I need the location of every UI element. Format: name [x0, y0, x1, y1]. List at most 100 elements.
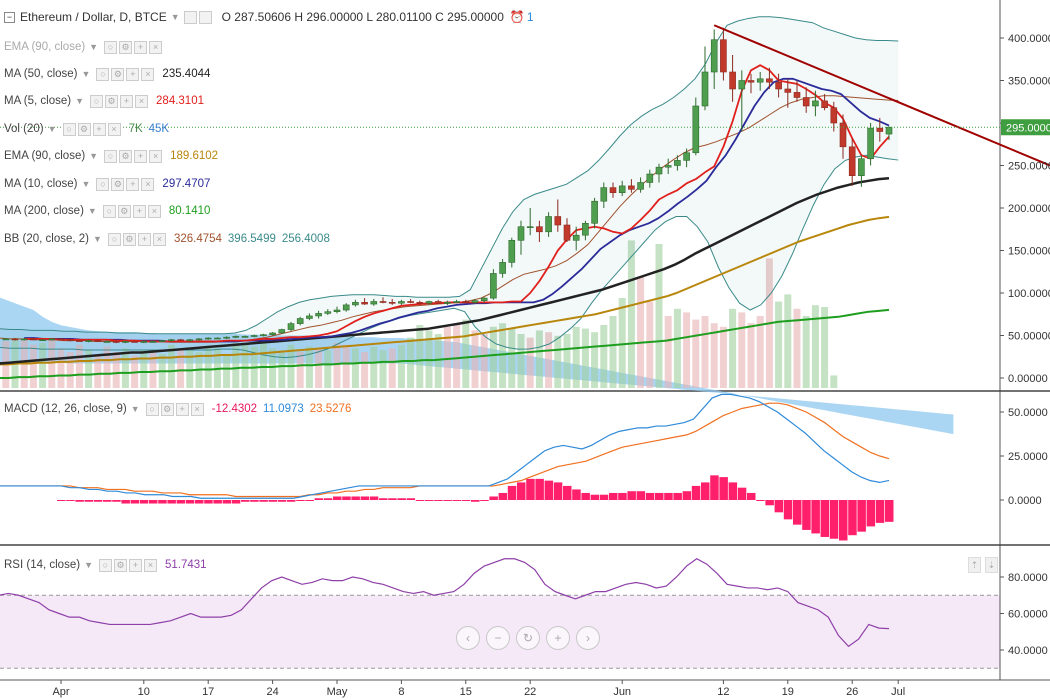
- symbol-title[interactable]: Ethereum / Dollar, D, BTCE: [20, 10, 167, 24]
- indicator-controls[interactable]: ○ ⚙ + ×: [104, 149, 163, 163]
- indicator-controls[interactable]: ○ ⚙ + ×: [62, 122, 121, 136]
- close-icon[interactable]: ×: [141, 177, 155, 191]
- indicator-label[interactable]: EMA (90, close): [4, 150, 86, 162]
- add-icon[interactable]: +: [134, 149, 148, 163]
- scroll-right-button[interactable]: ›: [576, 626, 600, 650]
- legend-row[interactable]: MA (50, close) ▼ ○ ⚙ + × 235.4044: [4, 65, 216, 83]
- indicator-label[interactable]: EMA (90, close): [4, 41, 86, 53]
- legend-row[interactable]: Vol (20) ▼ ○ ⚙ + × 7K 45K: [4, 120, 175, 138]
- indicator-controls[interactable]: ○ ⚙ + ×: [102, 204, 161, 218]
- legend-row[interactable]: EMA (90, close) ▼ ○ ⚙ + × 189.6102: [4, 147, 224, 165]
- indicator-label[interactable]: MA (200, close): [4, 205, 84, 217]
- indicator-label[interactable]: MA (5, close): [4, 95, 72, 107]
- indicator-controls[interactable]: ○ ⚙ + ×: [90, 94, 149, 108]
- close-icon[interactable]: ×: [135, 94, 149, 108]
- close-icon[interactable]: ×: [147, 204, 161, 218]
- indicator-label[interactable]: BB (20, close, 2): [4, 233, 90, 245]
- eye-icon[interactable]: ○: [145, 402, 159, 416]
- add-icon[interactable]: +: [132, 204, 146, 218]
- volume-bar: [719, 326, 727, 388]
- add-icon[interactable]: +: [128, 558, 142, 572]
- chevron-down-icon[interactable]: ▼: [170, 12, 180, 22]
- eye-icon[interactable]: [183, 10, 197, 24]
- chevron-down-icon[interactable]: ▼: [130, 404, 140, 414]
- indicator-label[interactable]: MACD (12, 26, close, 9): [4, 403, 127, 415]
- add-icon[interactable]: +: [137, 232, 151, 246]
- chevron-down-icon[interactable]: ▼: [89, 42, 99, 52]
- legend-row[interactable]: RSI (14, close) ▼ ○ ⚙ + × 51.7431: [4, 556, 213, 574]
- add-icon[interactable]: +: [175, 402, 189, 416]
- add-icon[interactable]: +: [126, 177, 140, 191]
- reset-chart-button[interactable]: ↻: [516, 626, 540, 650]
- add-icon[interactable]: +: [92, 122, 106, 136]
- settings-icon[interactable]: ⚙: [122, 232, 136, 246]
- chevron-down-icon[interactable]: ▼: [81, 69, 91, 79]
- chevron-down-icon[interactable]: ▼: [81, 179, 91, 189]
- legend-row[interactable]: MA (5, close) ▼ ○ ⚙ + × 284.3101: [4, 92, 210, 110]
- macd-histogram-bar: [351, 496, 360, 500]
- settings-icon[interactable]: ⚙: [119, 40, 133, 54]
- close-icon[interactable]: ×: [149, 40, 163, 54]
- series-controls[interactable]: [183, 10, 212, 24]
- add-icon[interactable]: +: [134, 40, 148, 54]
- indicator-label[interactable]: MA (50, close): [4, 68, 78, 80]
- collapse-icon[interactable]: −: [4, 11, 15, 23]
- close-icon[interactable]: ×: [149, 149, 163, 163]
- chevron-down-icon[interactable]: ▼: [93, 234, 102, 244]
- settings-icon[interactable]: [198, 10, 212, 24]
- eye-icon[interactable]: ○: [102, 204, 116, 218]
- eye-icon[interactable]: ○: [104, 40, 118, 54]
- eye-icon[interactable]: ○: [62, 122, 76, 136]
- settings-icon[interactable]: ⚙: [111, 67, 125, 81]
- settings-icon[interactable]: ⚙: [117, 204, 131, 218]
- legend-row[interactable]: BB (20, close, 2) ▼ ○ ⚙ + × 326.4754 396.5499 25…: [4, 230, 336, 248]
- eye-icon[interactable]: ○: [96, 177, 110, 191]
- scroll-left-button[interactable]: ‹: [456, 626, 480, 650]
- settings-icon[interactable]: ⚙: [113, 558, 127, 572]
- eye-icon[interactable]: ○: [107, 232, 121, 246]
- eye-icon[interactable]: ○: [104, 149, 118, 163]
- indicator-controls[interactable]: ○ ⚙ + ×: [96, 177, 155, 191]
- close-icon[interactable]: ×: [190, 402, 204, 416]
- indicator-controls[interactable]: ○ ⚙ + ×: [98, 558, 157, 572]
- macd-histogram-bar: [222, 500, 232, 504]
- chevron-down-icon[interactable]: ▼: [47, 124, 57, 134]
- minimize-pane-button[interactable]: ⇣: [985, 557, 998, 573]
- chevron-down-icon[interactable]: ▼: [87, 206, 97, 216]
- indicator-label[interactable]: RSI (14, close): [4, 559, 81, 571]
- eye-icon[interactable]: ○: [90, 94, 104, 108]
- close-icon[interactable]: ×: [141, 67, 155, 81]
- zoom-in-button[interactable]: +: [546, 626, 570, 650]
- maximize-pane-button[interactable]: ⇡: [968, 557, 981, 573]
- chevron-down-icon[interactable]: ▼: [84, 560, 93, 570]
- chevron-down-icon[interactable]: ▼: [89, 151, 99, 161]
- zoom-out-button[interactable]: −: [486, 626, 510, 650]
- legend-row[interactable]: MACD (12, 26, close, 9) ▼ ○ ⚙ + × -12.4302 11.0…: [4, 400, 357, 418]
- eye-icon[interactable]: ○: [96, 67, 110, 81]
- close-icon[interactable]: ×: [143, 558, 157, 572]
- add-icon[interactable]: +: [120, 94, 134, 108]
- close-icon[interactable]: ×: [152, 232, 166, 246]
- settings-icon[interactable]: ⚙: [160, 402, 174, 416]
- chevron-down-icon[interactable]: ▼: [75, 96, 85, 106]
- alert-count[interactable]: 1: [526, 10, 534, 24]
- legend-row[interactable]: MA (200, close) ▼ ○ ⚙ + × 80.1410: [4, 202, 216, 220]
- add-icon[interactable]: +: [126, 67, 140, 81]
- alarm-clock-icon[interactable]: ⏰: [509, 10, 525, 24]
- legend-row[interactable]: EMA (90, close) ▼ ○ ⚙ + ×: [4, 38, 170, 56]
- indicator-label[interactable]: MA (10, close): [4, 178, 78, 190]
- settings-icon[interactable]: ⚙: [77, 122, 91, 136]
- settings-icon[interactable]: ⚙: [111, 177, 125, 191]
- indicator-controls[interactable]: ○ ⚙ + ×: [96, 67, 155, 81]
- settings-icon[interactable]: ⚙: [119, 149, 133, 163]
- close-icon[interactable]: ×: [107, 122, 121, 136]
- eye-icon[interactable]: ○: [98, 558, 112, 572]
- legend-row[interactable]: MA (10, close) ▼ ○ ⚙ + × 297.4707: [4, 175, 216, 193]
- macd-histogram-bar: [710, 475, 719, 500]
- settings-icon[interactable]: ⚙: [105, 94, 119, 108]
- indicator-label[interactable]: Vol (20): [4, 123, 44, 135]
- indicator-controls[interactable]: ○ ⚙ + ×: [107, 232, 166, 246]
- indicator-controls[interactable]: ○ ⚙ + ×: [145, 402, 204, 416]
- indicator-controls[interactable]: ○ ⚙ + ×: [104, 40, 163, 54]
